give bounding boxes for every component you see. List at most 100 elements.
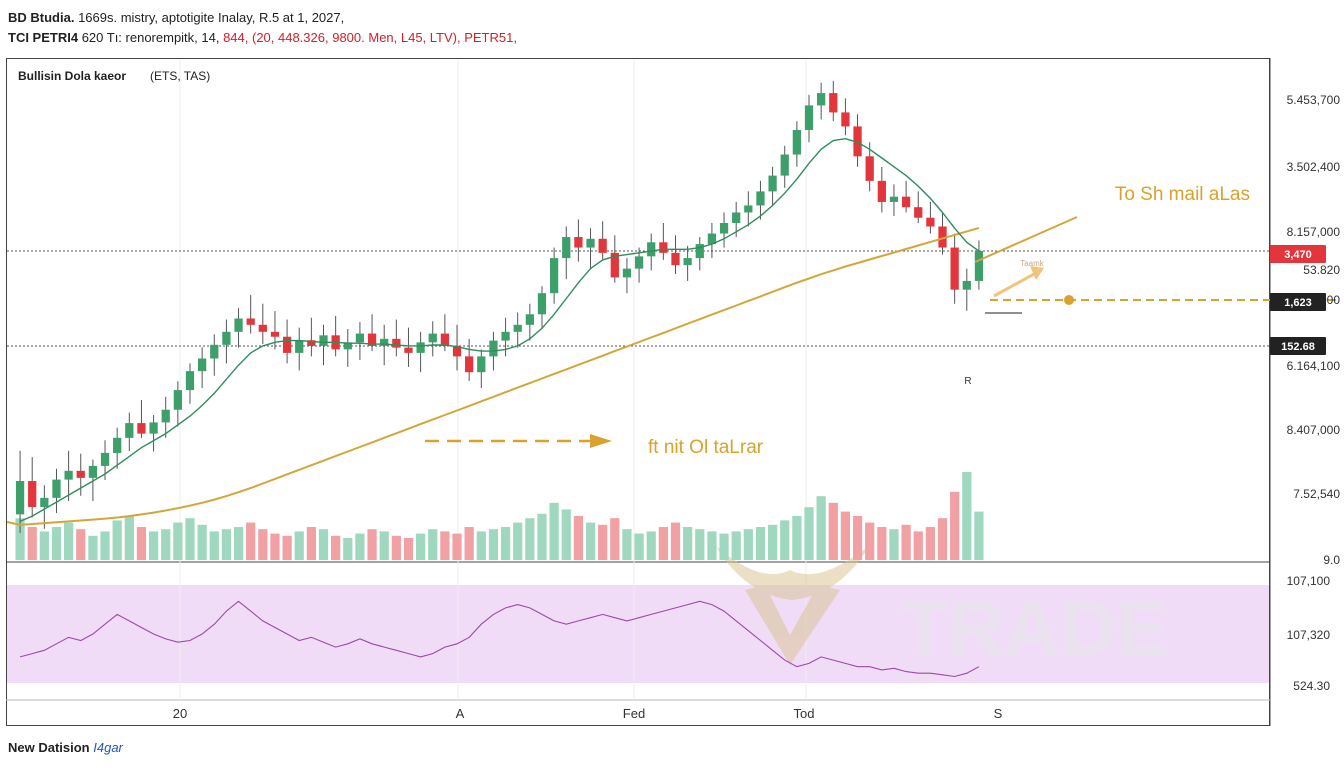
candle: [137, 399, 146, 438]
candle-body: [610, 252, 619, 278]
candle: [780, 145, 789, 188]
volume-bar: [209, 531, 219, 560]
candle: [926, 201, 935, 234]
volume-bar: [161, 529, 171, 560]
volume-bar: [525, 518, 535, 560]
candle: [537, 286, 547, 329]
candle-body: [683, 258, 692, 266]
candle: [355, 321, 365, 360]
candle: [149, 415, 158, 452]
candle: [52, 468, 61, 513]
volume-bar: [913, 531, 923, 560]
svg-text:1,623: 1,623: [1284, 297, 1312, 309]
volume-bar: [233, 527, 244, 560]
candle-body: [246, 318, 255, 325]
candle-body: [829, 93, 838, 113]
candle-body: [756, 191, 765, 206]
candle: [465, 338, 474, 381]
price-label: 1,623: [1270, 293, 1326, 311]
watermark: TRADE: [715, 545, 1169, 672]
candle-body: [695, 244, 704, 259]
candle-body: [901, 196, 911, 208]
candle: [695, 237, 704, 271]
volume-bar: [391, 535, 401, 560]
candle: [367, 314, 377, 352]
svg-text:152.68: 152.68: [1281, 341, 1315, 353]
candle-body: [489, 340, 498, 357]
candle-body: [659, 242, 668, 253]
volume-bar: [197, 524, 207, 560]
volume-bar: [500, 527, 511, 560]
rsi-line: [19, 600, 980, 678]
candle-body: [52, 479, 61, 498]
volume-bar: [513, 522, 523, 560]
volume-bar: [573, 516, 584, 560]
volume-bar: [367, 529, 377, 560]
candle-body: [841, 112, 850, 127]
price-label: 152.68: [1270, 337, 1326, 355]
volume-bar: [731, 531, 741, 560]
candle-body: [100, 452, 110, 466]
candle-body: [804, 105, 814, 130]
candle: [853, 114, 862, 167]
volume-bar: [840, 511, 851, 560]
candle: [901, 180, 911, 213]
candle: [525, 303, 534, 341]
volume-bar: [488, 529, 499, 560]
y-tick-label: 3.502,400: [1287, 160, 1341, 174]
volume-bar: [355, 533, 365, 560]
candle: [416, 331, 425, 373]
candle: [817, 82, 826, 120]
candle: [610, 235, 619, 283]
candle-body: [40, 497, 49, 507]
volume-bar: [719, 533, 729, 560]
candle-body: [549, 258, 559, 294]
volume-bar: [901, 524, 911, 560]
candle-body: [319, 335, 328, 346]
candle-body: [501, 331, 510, 341]
candle-body: [234, 318, 243, 332]
volume-bar: [124, 516, 134, 560]
candle: [28, 457, 37, 518]
volume-bar: [112, 520, 122, 560]
candle: [707, 222, 717, 259]
chart[interactable]: TRADE Bullisin Dola kaeor (ETS, TAS) To …: [0, 0, 1344, 730]
volume-bar: [415, 533, 426, 560]
candle-body: [198, 358, 207, 372]
volume-bar: [743, 529, 753, 560]
volume-bar: [865, 522, 875, 560]
volume-bar: [51, 527, 62, 560]
candle-body: [622, 268, 632, 278]
volume-bar: [707, 531, 717, 560]
candle: [659, 222, 668, 260]
candle-body: [780, 154, 789, 176]
candle: [756, 180, 765, 220]
volume-bar: [974, 511, 984, 560]
candle: [198, 347, 207, 388]
volume-bar: [88, 535, 98, 560]
y-tick-label: 53.820: [1303, 263, 1340, 277]
candle-body: [792, 129, 801, 155]
footer-link[interactable]: I4gar: [93, 740, 123, 755]
candle: [889, 184, 899, 216]
header-title: BD Btudia.: [8, 10, 75, 25]
candle: [404, 327, 413, 367]
candle-body: [719, 222, 729, 234]
candle-body: [671, 252, 680, 266]
volume-bar: [76, 529, 86, 560]
candle-body: [137, 423, 146, 434]
volume-bar: [755, 527, 766, 560]
volume-bar: [889, 529, 899, 560]
volume-bar: [695, 529, 705, 560]
annotation-text: Taamk: [1020, 259, 1045, 268]
candle: [622, 258, 632, 294]
candle: [15, 450, 25, 533]
candle-body: [392, 338, 401, 348]
candle-body: [125, 423, 134, 438]
candle: [914, 191, 923, 223]
header-info-red: 844, (20, 448.326, 9800. Men, L45, LTV),…: [223, 30, 517, 45]
candle-body: [926, 217, 935, 227]
candle: [562, 226, 571, 280]
candle-body: [537, 293, 547, 315]
candle-body: [15, 481, 25, 515]
